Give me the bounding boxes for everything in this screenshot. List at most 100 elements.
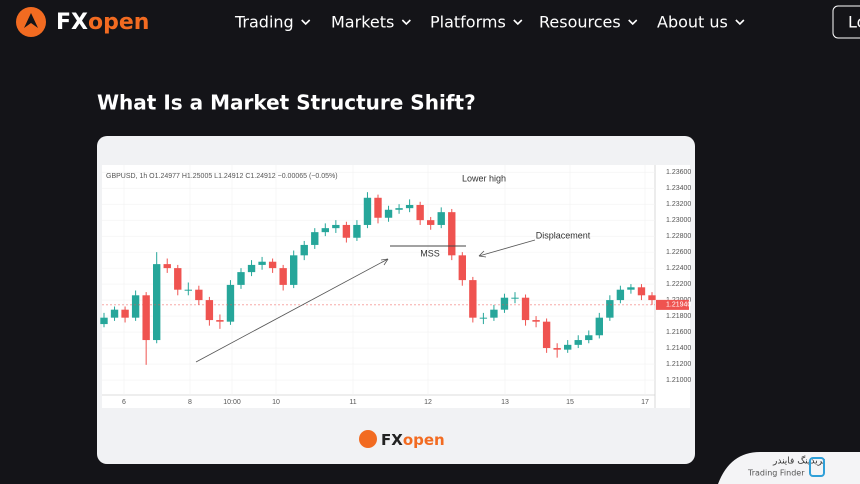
candle-body (195, 289, 203, 301)
candle-body (469, 280, 477, 318)
y-tick-label: 1.21200 (666, 361, 691, 368)
candle-body (216, 320, 224, 322)
candle-body (363, 197, 372, 225)
candle-body (384, 209, 393, 218)
menu-item[interactable]: Resources (539, 13, 621, 32)
chevron (735, 19, 745, 26)
y-tick-label: 1.22400 (666, 265, 691, 272)
watermark-icon (809, 457, 825, 477)
candle-body (258, 261, 266, 265)
menu-item[interactable]: Platforms (430, 13, 506, 32)
menu-item[interactable]: Markets (331, 13, 394, 32)
candle-body (142, 295, 150, 341)
candle-body (574, 340, 582, 345)
footer-logo: FXopen (381, 431, 445, 449)
candle-body (300, 244, 308, 256)
last-price-label: 1.21940 (666, 302, 691, 309)
logo-mark (24, 13, 38, 28)
x-tick-label: 8 (188, 399, 192, 406)
x-tick-label: 15 (566, 399, 574, 406)
candle-body (479, 317, 488, 319)
menu-item[interactable]: About us (657, 13, 728, 32)
logo-open: open (88, 10, 149, 35)
candle-body (532, 320, 540, 322)
candle-body (100, 317, 108, 325)
y-tick-label: 1.21600 (666, 329, 691, 336)
candle-body (321, 228, 329, 233)
candle-body (595, 317, 603, 336)
logo-fx: FX (56, 10, 88, 35)
footer-logo-open: open (403, 431, 445, 449)
logo[interactable]: FXopen (56, 10, 149, 35)
candle-body (395, 208, 403, 210)
candle-body (110, 309, 119, 318)
candle-body (153, 264, 161, 341)
y-tick-label: 1.22800 (666, 233, 691, 240)
candle-body (184, 289, 192, 291)
candle-body (311, 232, 319, 245)
candle-body (247, 264, 256, 273)
candle-body (616, 289, 625, 301)
candle-body (427, 220, 435, 225)
chevron (401, 19, 411, 26)
candle-body (490, 309, 498, 318)
annotation: Displacement (536, 230, 591, 240)
candle-body (237, 272, 245, 285)
y-tick-label: 1.23000 (666, 217, 691, 224)
chart-area (102, 165, 690, 408)
arrow-head (380, 258, 389, 266)
candle-body (553, 348, 561, 350)
candle-body (564, 344, 572, 350)
y-tick-label: 1.22600 (666, 249, 691, 256)
candle-body (268, 261, 277, 269)
y-tick-label: 1.23200 (666, 201, 691, 208)
candle-body (637, 287, 646, 296)
y-tick-label: 1.22200 (666, 281, 691, 288)
y-tick-label: 1.23400 (666, 185, 691, 192)
candle-body (585, 335, 593, 341)
menu: Trading Markets Platforms Resources About us (234, 13, 745, 32)
candle-body (542, 321, 551, 349)
last-price-tag (656, 299, 689, 310)
candle-body (163, 264, 171, 269)
button-border (832, 5, 860, 39)
x-tick-label: 11 (349, 399, 356, 406)
y-tick-label: 1.23600 (666, 169, 691, 176)
candles: 1.23600 1.23400 1.23200 1.23000 1.22800 1.226… (100, 165, 691, 406)
candle-body (121, 309, 129, 318)
candle-body (131, 295, 140, 318)
x-tick-label: 13 (501, 399, 509, 406)
login-button[interactable]: Log in (832, 5, 860, 39)
footer-logo-fx: FX (381, 431, 403, 449)
button-label[interactable]: Log in (848, 13, 860, 32)
candle-body (648, 295, 656, 301)
candle-body (290, 255, 298, 285)
footer-logo-icon (359, 430, 377, 448)
chevron (301, 19, 311, 26)
candle-body (405, 204, 414, 209)
y-tick-label: 1.21800 (666, 313, 691, 320)
candle-body (511, 297, 519, 299)
candle-body (500, 297, 509, 310)
chevron (628, 19, 638, 26)
watermark-fa: تریدینگ فایندر (772, 455, 826, 467)
annotation: MSS (420, 248, 440, 258)
candle-body (627, 287, 635, 290)
candle-body (437, 212, 445, 225)
candle-body (332, 224, 340, 229)
y-tick-label: 1.21400 (666, 345, 691, 352)
chevron (513, 19, 523, 26)
candle-body (416, 204, 424, 221)
x-tick-label: 6 (122, 399, 126, 406)
chart-header: GBPUSD, 1h O1.24977 H1.25005 L1.24912 C1… (106, 173, 338, 180)
article-title: What Is a Market Structure Shift? (97, 91, 476, 115)
candle-body (174, 268, 182, 290)
candle-body (458, 255, 466, 281)
menu-item[interactable]: Trading (234, 13, 294, 32)
displacement-arrow (478, 239, 536, 257)
candle-body (448, 212, 456, 256)
annotation: Lower high (462, 173, 506, 183)
candle-body (342, 224, 351, 238)
candle-body (374, 197, 382, 218)
